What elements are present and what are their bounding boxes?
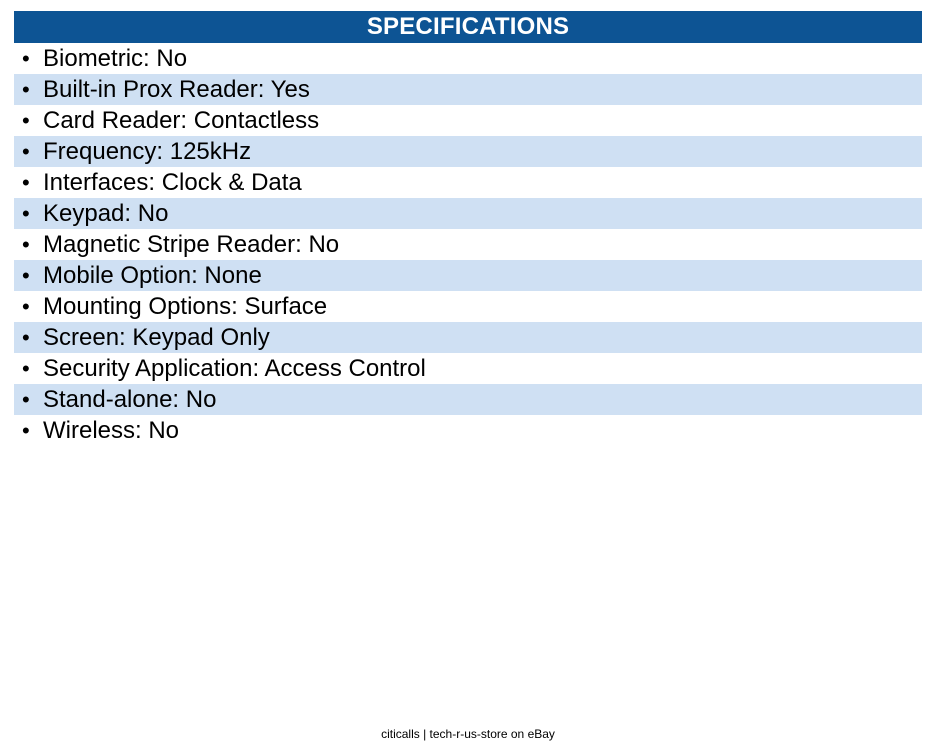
spec-item-text: Security Application: Access Control xyxy=(43,355,426,382)
spec-item-text: Built-in Prox Reader: Yes xyxy=(43,76,310,103)
spec-item-magnetic-stripe: • Magnetic Stripe Reader: No xyxy=(14,229,922,260)
bullet-icon: • xyxy=(22,170,30,195)
spec-item-screen: • Screen: Keypad Only xyxy=(14,322,922,353)
specifications-panel: SPECIFICATIONS • Biometric: No • Built-i… xyxy=(14,11,922,446)
spec-item-text: Keypad: No xyxy=(43,200,169,227)
spec-item-mounting-options: • Mounting Options: Surface xyxy=(14,291,922,322)
spec-item-text: Mounting Options: Surface xyxy=(43,293,328,320)
spec-item-text: Stand-alone: No xyxy=(43,386,217,413)
footer-credit: citicalls | tech-r-us-store on eBay xyxy=(381,727,555,741)
spec-item-security-application: • Security Application: Access Control xyxy=(14,353,922,384)
bullet-icon: • xyxy=(22,46,30,71)
spec-item-text: Biometric: No xyxy=(43,45,188,72)
spec-item-frequency: • Frequency: 125kHz xyxy=(14,136,922,167)
spec-item-stand-alone: • Stand-alone: No xyxy=(14,384,922,415)
bullet-icon: • xyxy=(22,356,30,381)
specifications-header: SPECIFICATIONS xyxy=(14,11,922,43)
spec-item-biometric: • Biometric: No xyxy=(14,43,922,74)
bullet-icon: • xyxy=(22,263,30,288)
spec-item-text: Magnetic Stripe Reader: No xyxy=(43,231,340,258)
spec-item-interfaces: • Interfaces: Clock & Data xyxy=(14,167,922,198)
bullet-icon: • xyxy=(22,418,30,443)
bullet-icon: • xyxy=(22,294,30,319)
spec-item-text: Frequency: 125kHz xyxy=(43,138,252,165)
spec-item-text: Wireless: No xyxy=(43,417,180,444)
bullet-icon: • xyxy=(22,201,30,226)
spec-item-text: Interfaces: Clock & Data xyxy=(43,169,302,196)
spec-item-mobile-option: • Mobile Option: None xyxy=(14,260,922,291)
bullet-icon: • xyxy=(22,387,30,412)
spec-item-text: Screen: Keypad Only xyxy=(43,324,270,351)
bullet-icon: • xyxy=(22,77,30,102)
spec-item-wireless: • Wireless: No xyxy=(14,415,922,446)
spec-item-text: Mobile Option: None xyxy=(43,262,262,289)
specifications-list: • Biometric: No • Built-in Prox Reader: … xyxy=(14,43,922,446)
bullet-icon: • xyxy=(22,232,30,257)
spec-item-keypad: • Keypad: No xyxy=(14,198,922,229)
bullet-icon: • xyxy=(22,139,30,164)
bullet-icon: • xyxy=(22,325,30,350)
bullet-icon: • xyxy=(22,108,30,133)
spec-item-prox-reader: • Built-in Prox Reader: Yes xyxy=(14,74,922,105)
spec-item-card-reader: • Card Reader: Contactless xyxy=(14,105,922,136)
spec-item-text: Card Reader: Contactless xyxy=(43,107,320,134)
